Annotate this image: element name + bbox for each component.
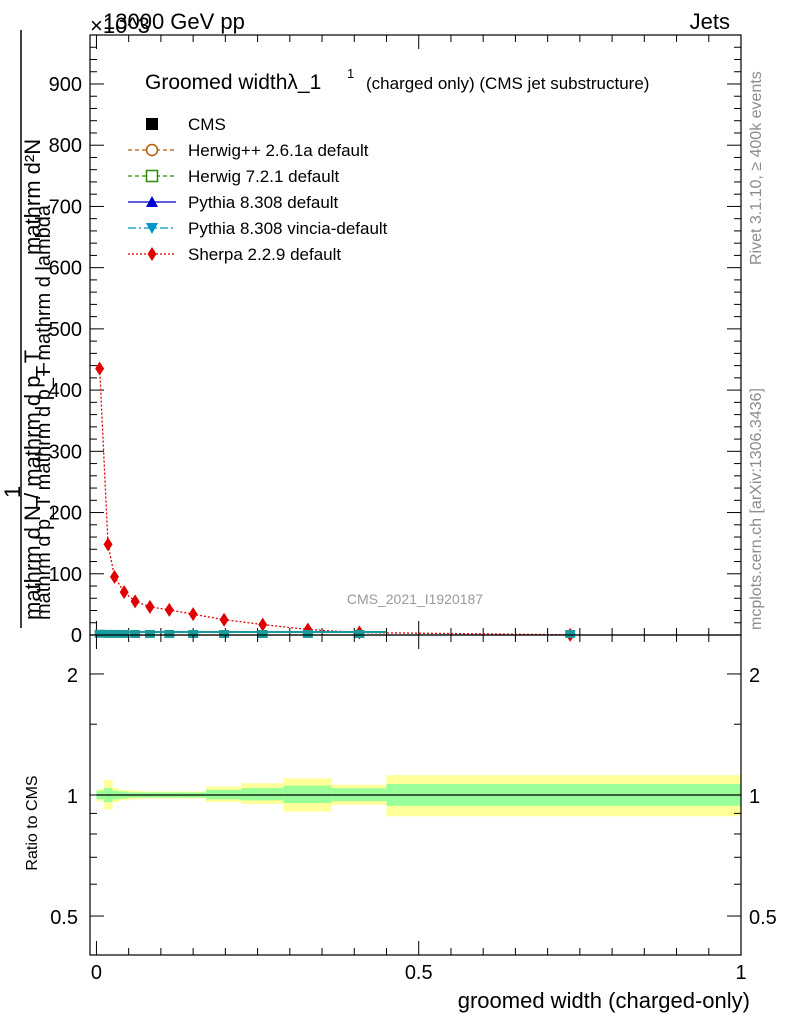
cms-point (103, 629, 114, 638)
cms-point (144, 629, 155, 638)
title-rest: (charged only) (CMS jet substructure) (366, 74, 649, 93)
x-tick-label: 1 (735, 962, 746, 984)
main-y-tick-label: 100 (49, 564, 82, 586)
title-superscript: 1 (347, 66, 354, 81)
legend-marker-diamond (147, 247, 157, 261)
ylabel-bottom: mathrm d N / mathrm d p_T (20, 350, 45, 620)
sherpa-line (99, 368, 571, 636)
energy-label: 13000 GeV pp (103, 9, 245, 34)
legend-entry: Pythia 8.308 vincia-default (128, 219, 388, 238)
main-y-tick-label: 800 (49, 135, 82, 157)
legend-entry: Sherpa 2.2.9 default (128, 245, 341, 264)
sherpa-point (103, 537, 113, 552)
main-y-tick-label: 0 (71, 625, 82, 647)
main-y-tick-label: 400 (49, 380, 82, 402)
ratio-y-tick-label-right: 1 (749, 786, 760, 808)
legend-marker-circle (145, 143, 159, 157)
legend-entry: CMS (146, 115, 226, 134)
cms-point (219, 629, 230, 638)
cms-series (94, 629, 576, 638)
legend-label: Herwig++ 2.6.1a default (188, 141, 369, 160)
ratio-y-tick-label: 2 (67, 665, 78, 687)
ratio-x-ticks: 0 0.5 1 (91, 635, 747, 984)
cms-point (354, 629, 365, 638)
legend-marker-triangle-up (146, 196, 158, 207)
main-y-ticks: 0 100 200 300 400 500 600 700 800 900 (49, 46, 741, 647)
cms-point (119, 629, 130, 638)
x-tick-label: 0.5 (405, 962, 433, 984)
legend-entry: Herwig++ 2.6.1a default (128, 141, 369, 160)
ratio-band-inner (283, 785, 332, 804)
legend-marker-triangle-down (146, 223, 158, 234)
legend-label: CMS (188, 115, 226, 134)
plot-title: Groomed widthλ_1 1 (charged only) (CMS j… (145, 66, 649, 94)
analysis-id-label: CMS_2021_I1920187 (347, 591, 483, 607)
ylabel-frac: mathrm d p_T mathrm d p_T mathrm d lambd… (33, 204, 55, 620)
rivet-label: Rivet 3.1.10, ≥ 400k events (748, 71, 765, 265)
cms-point (257, 629, 268, 638)
x-tick-label: 0 (91, 962, 102, 984)
legend-marker-square (146, 118, 158, 130)
main-y-tick-label: 500 (49, 319, 82, 341)
sherpa-point (164, 602, 174, 617)
ratio-bands (96, 775, 741, 817)
mcplots-label: mcplots.cern.ch [arXiv:1306.3436] (748, 388, 765, 630)
ratio-band-inner (241, 788, 284, 801)
ratio-y-tick-label-right: 0.5 (749, 907, 777, 929)
sherpa-point (145, 599, 155, 614)
main-y-tick-label: 700 (49, 196, 82, 218)
main-y-tick-label: 900 (49, 74, 82, 96)
process-label: Jets (690, 9, 730, 34)
main-y-tick-label: 600 (49, 258, 82, 280)
ratio-y-tick-label-right: 2 (749, 665, 760, 687)
cms-point (164, 629, 175, 638)
legend-label: Pythia 8.308 vincia-default (188, 219, 388, 238)
cms-point (188, 629, 199, 638)
sherpa-point (258, 617, 268, 632)
ratio-y-tick-label: 1 (67, 786, 78, 808)
cms-point (94, 629, 105, 638)
main-y-axis-label: mathrm d²N mathrm d N / mathrm d p_T 1 m… (0, 30, 55, 628)
ratio-y-axis-label: Ratio to CMS (24, 775, 41, 870)
sherpa-point (219, 612, 229, 627)
ylabel-top: mathrm d²N (20, 139, 45, 255)
ratio-y-tick-label: 0.5 (50, 907, 78, 929)
ylabel-one: 1 (0, 486, 25, 498)
legend-label: Sherpa 2.2.9 default (188, 245, 341, 264)
legend-label: Herwig 7.2.1 default (188, 167, 339, 186)
cms-point (302, 629, 313, 638)
y-exponent-label: ×10^3 (90, 13, 150, 38)
main-y-tick-label: 300 (49, 441, 82, 463)
legend-marker-square-open (145, 169, 159, 183)
cms-point (130, 629, 141, 638)
main-y-tick-label: 200 (49, 503, 82, 525)
legend-entry: Herwig 7.2.1 default (128, 167, 339, 186)
legend: CMS Herwig++ 2.6.1a default Herwig 7.2.1 d… (128, 115, 388, 264)
sherpa-point (130, 594, 140, 609)
ratio-y-ticks: 0.5 0.5 1 1 2 2 (50, 634, 777, 929)
cms-point (565, 629, 576, 638)
sherpa-point (95, 361, 105, 376)
sherpa-point (188, 607, 198, 622)
title-main: Groomed widthλ_1 (145, 71, 321, 94)
sherpa-point (119, 585, 129, 600)
legend-entry: Pythia 8.308 default (128, 193, 339, 212)
x-axis-label: groomed width (charged-only) (458, 988, 750, 1013)
cms-point (109, 629, 120, 638)
sherpa-point (109, 569, 119, 584)
sherpa-series (95, 361, 575, 642)
legend-label: Pythia 8.308 default (188, 193, 339, 212)
